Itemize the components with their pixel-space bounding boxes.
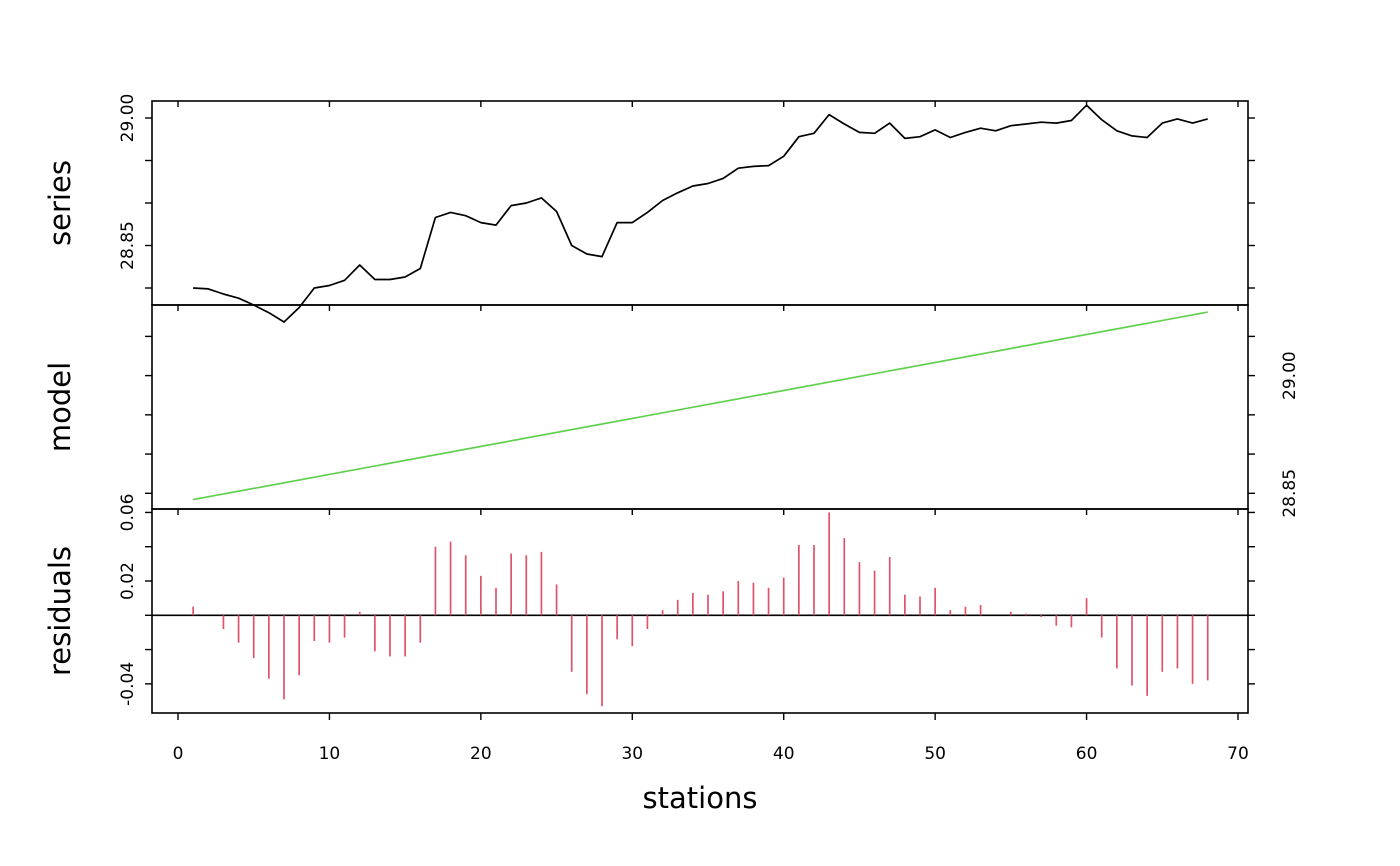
panel-residuals: -0.04 0.02 0.06 residuals — [43, 493, 1255, 714]
series-panel-title: series — [43, 160, 77, 246]
residuals-y-tick-label: 0.06 — [118, 493, 138, 531]
model-line — [192, 311, 1208, 501]
series-y-tick-label: 29.00 — [118, 94, 138, 143]
series-y-tick-label: 28.85 — [118, 221, 138, 270]
x-tick-label: 70 — [1227, 744, 1249, 764]
model-panel-title: model — [43, 362, 77, 452]
x-tick-label: 10 — [319, 744, 341, 764]
x-tick-label: 0 — [173, 744, 184, 764]
series-line — [193, 104, 1208, 323]
x-tick-label: 60 — [1076, 744, 1098, 764]
model-y-tick-label: 29.00 — [1280, 351, 1300, 400]
x-tick-label: 30 — [621, 744, 643, 764]
residuals-y-tick-label: 0.02 — [118, 562, 138, 600]
x-axis: 0 10 20 30 40 50 60 70 — [173, 101, 1249, 764]
panel-model: 28.85 29.00 model — [43, 304, 1300, 518]
residuals-panel-title: residuals — [43, 546, 77, 676]
x-axis-title: stations — [643, 781, 758, 815]
model-y-tick-label: 28.85 — [1280, 469, 1300, 518]
residuals-frame — [151, 508, 1249, 714]
series-frame — [151, 100, 1249, 306]
x-tick-label: 20 — [470, 744, 492, 764]
x-tick-label: 40 — [773, 744, 795, 764]
panel-series: 28.85 29.00 series — [43, 94, 1255, 323]
residuals-y-tick-label: -0.04 — [118, 662, 138, 706]
x-tick-label: 50 — [924, 744, 946, 764]
panels-group: 28.85 29.00 series 28.85 29.00 model -0.04 0.02… — [43, 94, 1300, 714]
